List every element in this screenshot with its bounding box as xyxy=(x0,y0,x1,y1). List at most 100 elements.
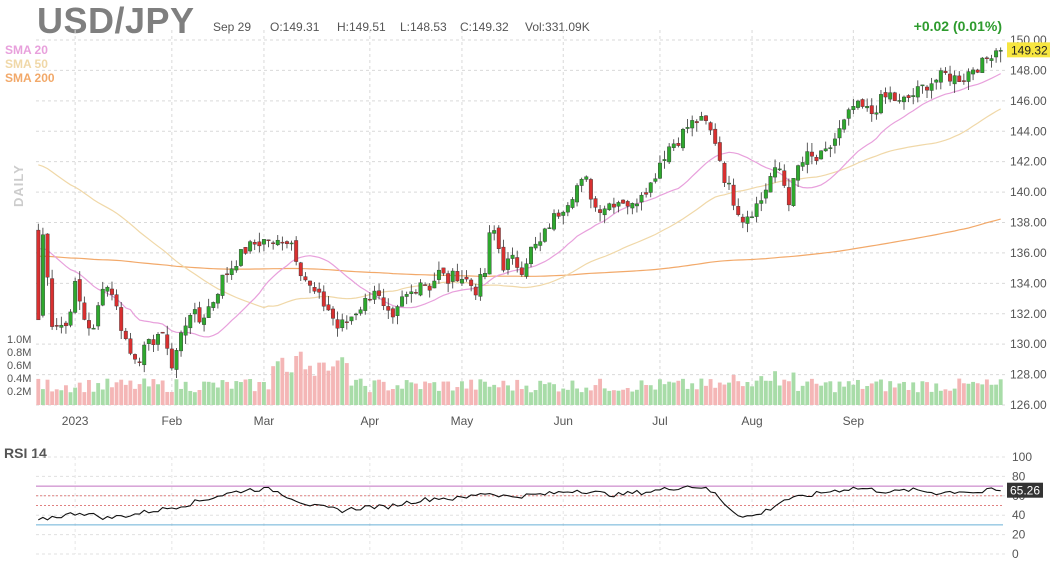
candle-body xyxy=(340,319,345,329)
volume-bar xyxy=(386,390,391,405)
candle-body xyxy=(556,212,561,217)
volume-bar xyxy=(570,380,575,405)
last-price-tag xyxy=(1007,42,1050,58)
volume-bar xyxy=(625,388,630,405)
candle-body xyxy=(883,92,888,98)
volume-bar xyxy=(317,362,322,405)
volume-bar xyxy=(473,389,478,405)
volume-bar xyxy=(469,379,474,405)
volume-bar xyxy=(460,381,464,405)
volume-bar xyxy=(906,389,911,405)
volume-bar xyxy=(745,382,750,405)
candle-body xyxy=(902,96,906,103)
volume-bar xyxy=(96,383,101,405)
volume-bar xyxy=(238,382,243,405)
x-tick-label: May xyxy=(451,414,474,428)
candle-body xyxy=(713,128,718,144)
candle-body xyxy=(800,162,805,167)
volume-bar xyxy=(708,379,713,405)
volume-bar xyxy=(782,379,787,405)
volume-bar xyxy=(133,388,137,405)
candle-body xyxy=(929,83,934,91)
volume-bar xyxy=(598,378,603,405)
volume-bar xyxy=(68,392,73,405)
candle-body xyxy=(759,200,764,204)
candle-body xyxy=(409,291,414,294)
legend-sma50[interactable]: SMA 50 xyxy=(5,57,48,71)
candle-body xyxy=(63,322,68,327)
volume-bar xyxy=(432,382,437,405)
volume-bar xyxy=(169,391,174,405)
candle-body xyxy=(832,138,837,146)
volume-bar xyxy=(160,380,165,405)
legend-sma200[interactable]: SMA 200 xyxy=(5,71,55,85)
volume-bar xyxy=(966,383,971,405)
volume-bar xyxy=(998,379,1003,405)
y-tick-label: 132.00 xyxy=(1010,307,1047,321)
volume-bar xyxy=(243,379,248,405)
volume-bar xyxy=(367,392,372,405)
volume-bar xyxy=(188,390,193,405)
candle-body xyxy=(206,306,211,318)
rsi-chart[interactable]: 10080604020065.26 xyxy=(0,442,1055,565)
candle-body xyxy=(87,320,91,329)
volume-bar xyxy=(727,382,731,405)
candle-body xyxy=(644,192,649,195)
candle-body xyxy=(621,199,626,204)
candle-body xyxy=(570,199,575,208)
volume-bar xyxy=(690,383,695,405)
candle-body xyxy=(469,279,474,286)
candle-body xyxy=(386,306,391,311)
rsi-tick-label: 100 xyxy=(1012,450,1032,464)
candle-body xyxy=(390,308,395,318)
candle-body xyxy=(266,239,271,242)
candle-body xyxy=(676,143,681,146)
volume-bar xyxy=(984,379,989,405)
x-tick-label: Feb xyxy=(161,414,182,428)
candle-body xyxy=(326,304,331,311)
volume-bar xyxy=(731,374,736,405)
close-value: C:149.32 xyxy=(460,20,509,34)
candle-body xyxy=(588,179,593,200)
volume-tick-label: 0.6M xyxy=(7,360,32,372)
price-chart[interactable]: 150.00148.00146.00144.00142.00140.00138.… xyxy=(0,30,1055,435)
candle-body xyxy=(160,331,165,334)
candle-body xyxy=(773,167,778,178)
volume-bar xyxy=(54,389,59,405)
volume-bar xyxy=(423,381,428,405)
sma200-line xyxy=(38,218,1001,278)
candle-body xyxy=(704,115,708,121)
volume-bar xyxy=(142,378,147,405)
volume-bar xyxy=(418,389,423,405)
candle-body xyxy=(980,57,985,73)
volume-bar xyxy=(441,381,446,405)
candle-body xyxy=(128,338,133,354)
volume-bar xyxy=(851,384,856,405)
candle-body xyxy=(363,298,368,311)
volume-bar xyxy=(621,389,626,405)
volume-bar xyxy=(897,383,902,405)
candle-body xyxy=(727,182,731,185)
volume-bar xyxy=(869,383,874,405)
candle-body xyxy=(321,291,326,307)
x-tick-label: Apr xyxy=(361,414,380,428)
volume-bar xyxy=(100,389,105,405)
candle-body xyxy=(519,267,524,275)
x-tick-label: 2023 xyxy=(62,414,89,428)
rsi-tick-label: 20 xyxy=(1012,528,1026,542)
legend-sma20[interactable]: SMA 20 xyxy=(5,43,48,57)
candle-body xyxy=(464,276,469,280)
candle-body xyxy=(823,148,828,152)
volume-bar xyxy=(446,381,451,405)
candle-body xyxy=(736,206,741,215)
volume-bar xyxy=(91,391,96,405)
candle-body xyxy=(842,119,847,130)
candle-body xyxy=(483,273,487,277)
candle-body xyxy=(763,189,768,199)
candle-body xyxy=(257,241,262,247)
volume-bar xyxy=(879,379,883,405)
volume-bar xyxy=(648,385,653,405)
volume-bar xyxy=(110,387,114,405)
volume-tick-label: 0.2M xyxy=(7,386,32,398)
volume-bar xyxy=(630,391,635,405)
